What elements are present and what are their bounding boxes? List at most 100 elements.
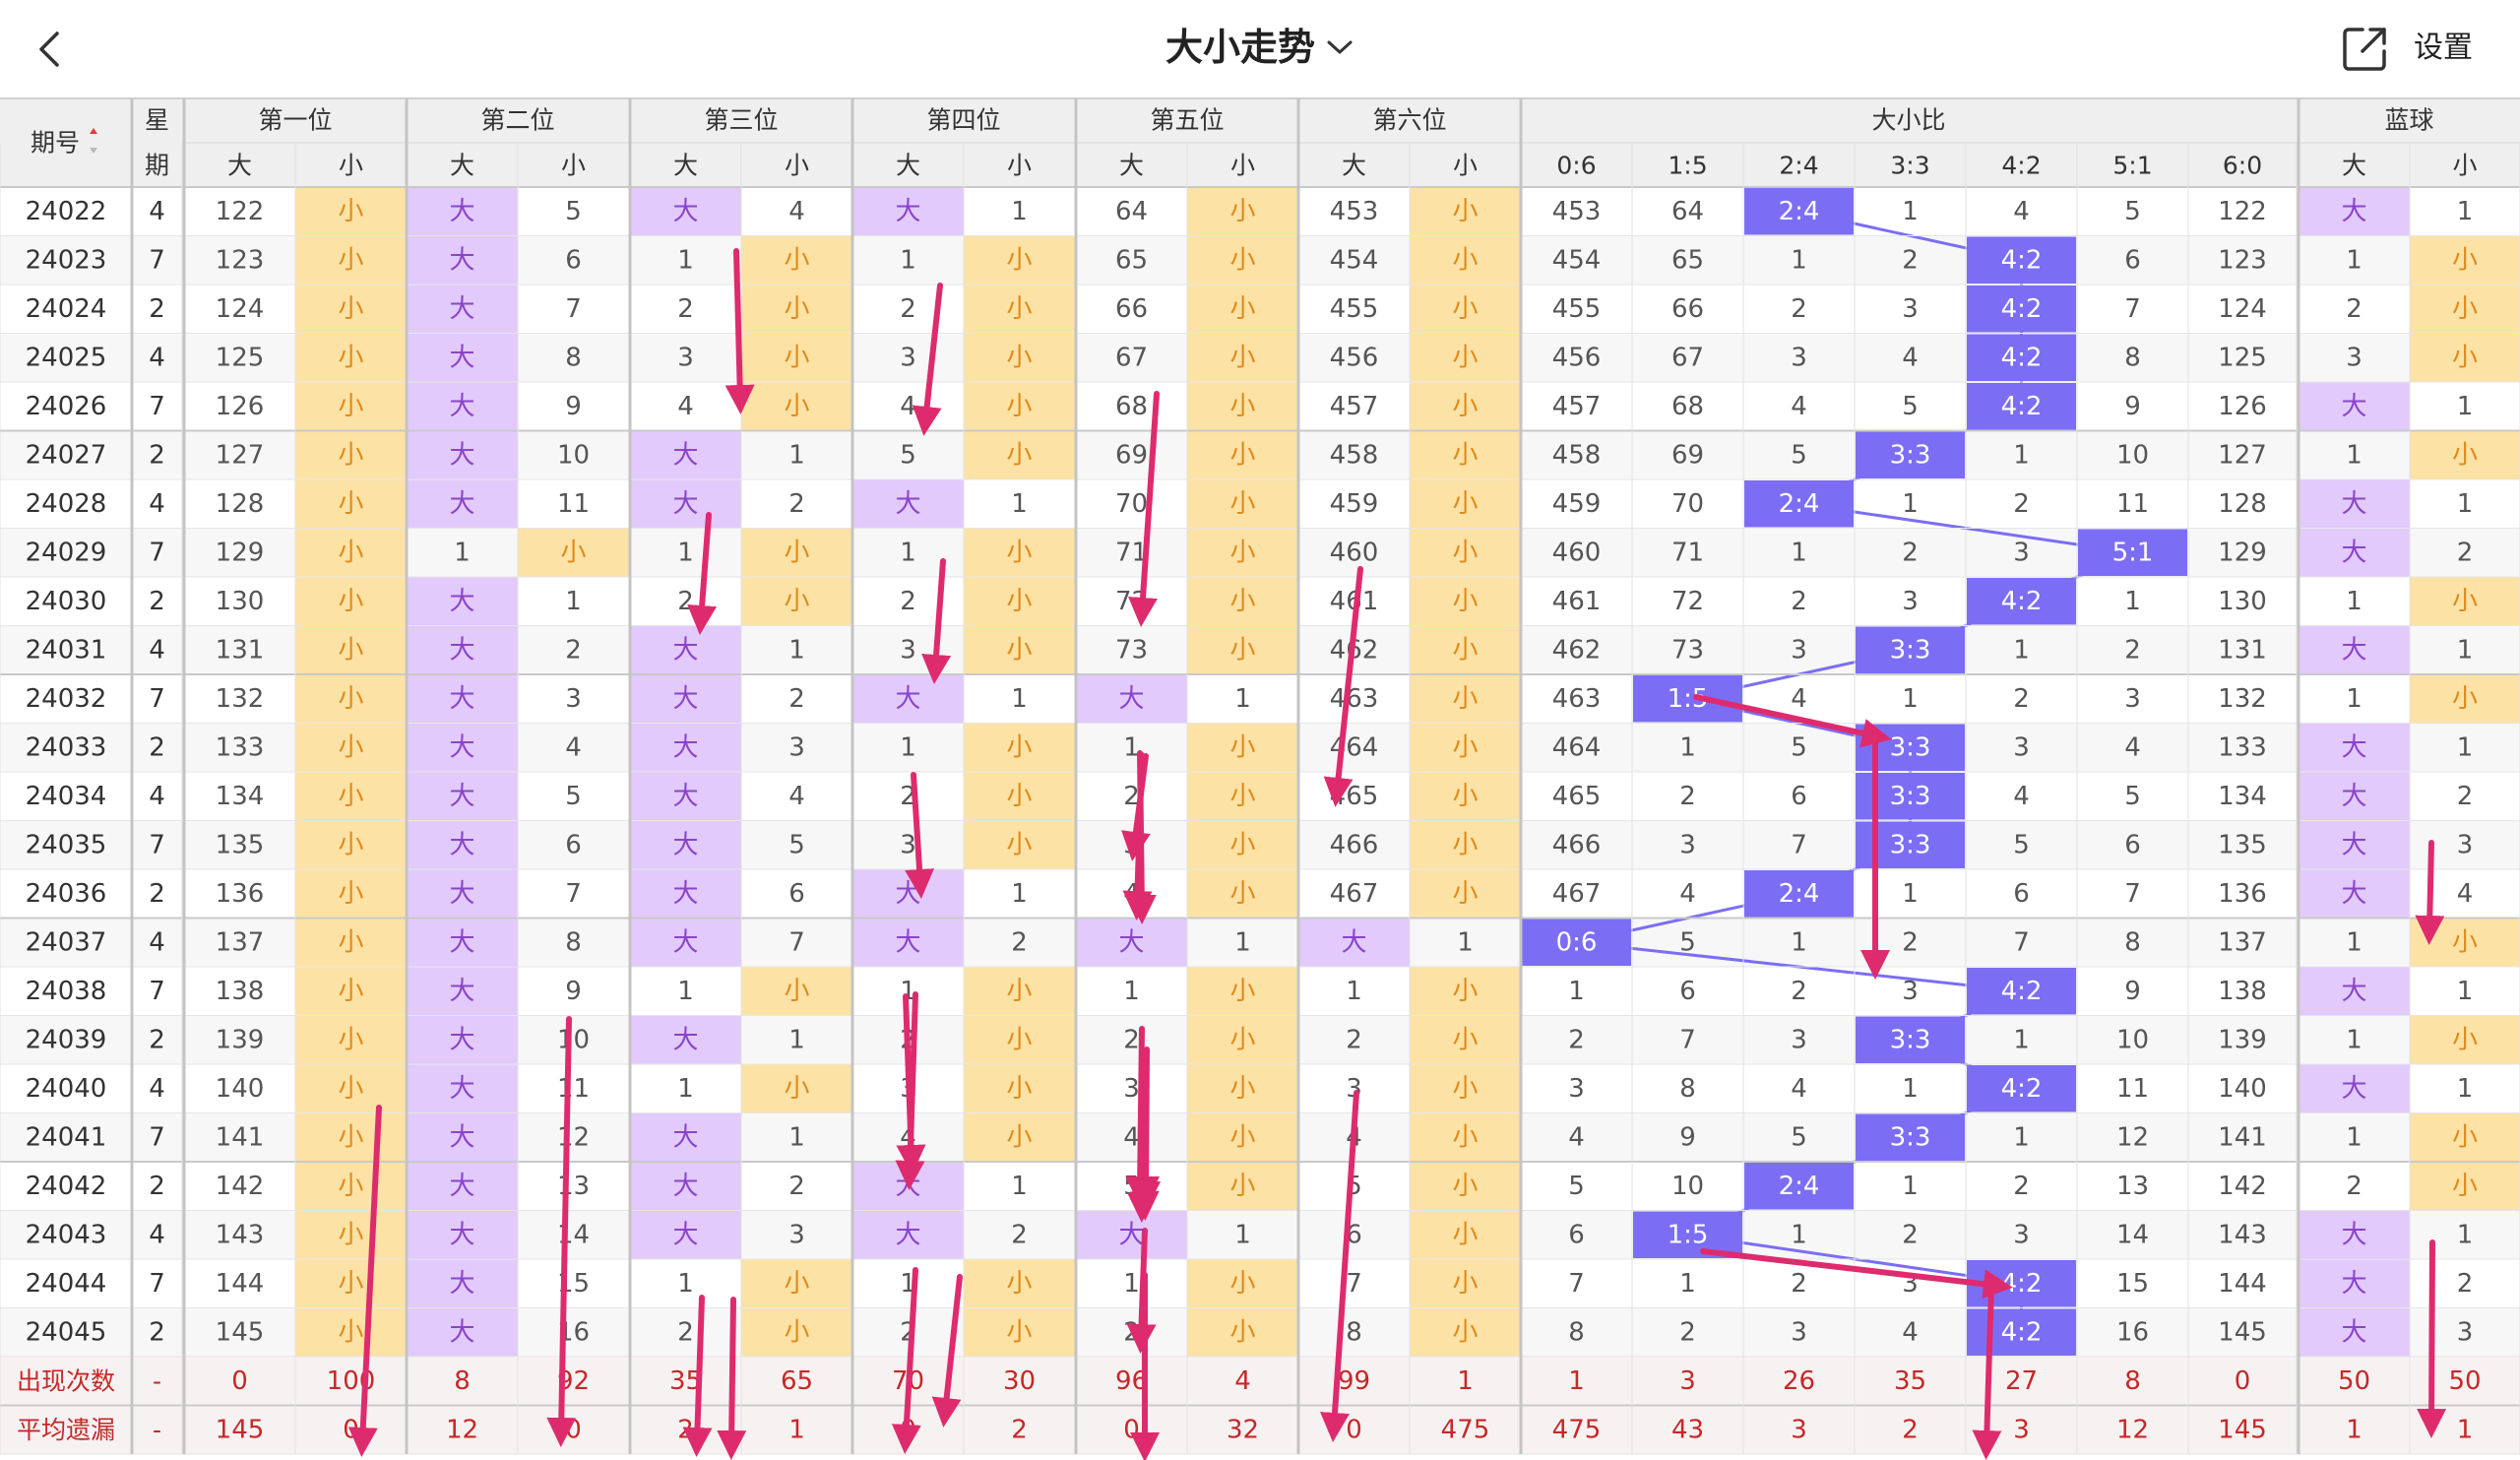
omission-value: 4 [2013,782,2030,811]
omission-value: 3 [677,343,694,372]
week-cell: 2 [149,294,165,324]
footer-value: 1 [2457,1415,2474,1444]
group-header-1: 第一位 [258,106,332,135]
ratio-hit-cell: 4:2 [2001,294,2043,324]
small-mark: 小 [1452,1317,1478,1347]
footer-value: 30 [1003,1366,1036,1396]
big-mark: 大 [449,392,474,421]
issue-sort-header[interactable]: 期号 [31,128,97,158]
blue-small-mark: 小 [2452,1122,2478,1152]
small-mark: 小 [1229,879,1255,909]
omission-value: 4 [900,392,916,421]
week-cell: 4 [149,1074,165,1104]
week-cell: 7 [149,245,165,275]
omission-value: 129 [216,538,265,567]
ratio-hit-cell: 4:2 [2001,245,2043,275]
omission-value: 1 [1011,684,1028,714]
omission-value: 1 [677,1074,694,1104]
blue-big-mark: 大 [2341,392,2366,421]
big-mark: 大 [672,440,698,470]
annotation-arrow [891,1267,921,1454]
big-mark: 大 [1118,1220,1144,1249]
blue-small-mark: 小 [2452,1025,2478,1054]
back-button[interactable] [22,22,77,77]
omission-value: 139 [216,1025,265,1054]
footer-value: 1 [788,1415,805,1444]
small-mark: 小 [1452,830,1478,859]
omission-value: 15 [2116,1269,2149,1299]
week-cell: 7 [149,830,165,859]
small-mark: 小 [1452,635,1478,665]
settings-button[interactable]: 设置 [2414,31,2473,65]
blue-omission-value: 1 [2346,1025,2362,1054]
omission-value: 10 [2116,1025,2149,1054]
omission-value: 1 [2013,440,2030,470]
small-mark: 小 [1229,1074,1255,1104]
footer-value: 0 [2235,1366,2251,1396]
ratio-hit-cell: 4:2 [2001,1317,2043,1347]
small-mark: 小 [338,392,363,421]
small-mark: 小 [784,538,809,567]
ratio-hit-cell: 2:4 [1779,489,1820,519]
omission-value: 67 [1115,343,1148,372]
small-mark: 小 [1006,1074,1032,1104]
title-dropdown[interactable]: 大小走势 [1166,20,1354,75]
big-mark: 大 [895,684,920,714]
omission-value: 143 [216,1220,265,1249]
blue-small-mark: 小 [2452,927,2478,957]
small-mark: 小 [1229,197,1255,226]
omission-value: 126 [2218,392,2267,421]
omission-value: 68 [1671,392,1704,421]
big-mark: 大 [672,927,698,957]
omission-value: 6 [2124,830,2141,859]
omission-value: 456 [1330,343,1379,372]
footer-value: 50 [2448,1366,2481,1396]
ratio-hit-cell: 2:4 [1779,1172,1820,1201]
omission-value: 2 [565,635,582,665]
footer-value: 35 [1894,1366,1926,1396]
blue-header-big: 大 [2342,152,2366,180]
week-header-top: 星 [145,106,169,135]
blue-big-mark: 大 [2341,538,2366,567]
omission-value: 5 [1791,732,1807,762]
blue-omission-value: 4 [2457,879,2474,909]
omission-value: 125 [216,343,265,372]
small-mark: 小 [1229,1172,1255,1201]
omission-value: 1 [1123,977,1140,1006]
big-mark: 大 [449,1172,474,1201]
omission-value: 132 [2218,684,2267,714]
annotation-arrow [1323,566,1363,807]
omission-value: 134 [216,782,265,811]
omission-value: 2 [1791,1269,1807,1299]
omission-value: 1 [1902,489,1919,519]
share-button[interactable] [2341,24,2390,73]
omission-value: 66 [1115,294,1148,324]
omission-value: 129 [2218,538,2267,567]
omission-value: 135 [216,830,265,859]
issue-cell: 24042 [26,1172,107,1201]
omission-value: 1 [1011,1172,1028,1201]
week-cell: 7 [149,977,165,1006]
small-mark: 小 [338,343,363,372]
omission-value: 1 [1123,1269,1140,1299]
issue-cell: 24040 [26,1074,107,1104]
ratio-header-1-5: 1:5 [1668,152,1707,180]
omission-value: 453 [1330,197,1379,226]
omission-value: 10 [557,440,590,470]
small-mark: 小 [1452,392,1478,421]
footer-value: 475 [1552,1415,1602,1444]
blue-big-mark: 大 [2341,489,2366,519]
blue-omission-value: 3 [2346,343,2362,372]
omission-value: 66 [1671,294,1704,324]
annotation-arrow [546,1016,577,1447]
small-mark: 小 [784,587,809,616]
omission-value: 71 [1671,538,1704,567]
omission-value: 145 [216,1317,265,1347]
omission-value: 4 [677,392,694,421]
small-mark: 小 [1006,392,1032,421]
big-mark: 大 [449,1122,474,1152]
issue-cell: 24032 [26,684,107,714]
blue-omission-value: 1 [2457,1074,2474,1104]
sort-up-icon [90,128,97,134]
annotation-arrow [1700,1248,2013,1300]
